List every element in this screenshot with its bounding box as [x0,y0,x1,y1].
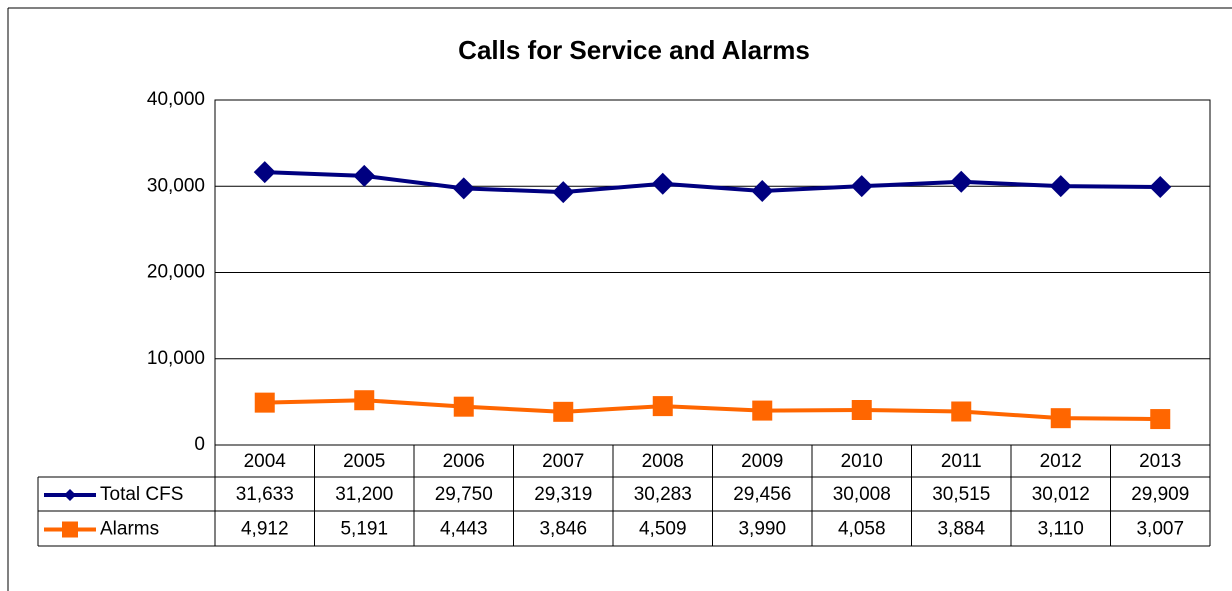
legend-marker [64,489,76,501]
data-label: 29,750 [435,484,493,505]
marker [850,175,873,198]
marker [254,392,275,413]
marker [752,400,773,421]
series-line [264,170,1161,195]
data-label: 29,909 [1131,484,1189,505]
data-label: 5,191 [340,519,388,540]
marker [253,161,276,184]
x-tick-label: 2010 [841,451,883,472]
y-tick-label: 10,000 [147,348,205,369]
marker [553,401,574,422]
data-label: 3,007 [1136,519,1184,540]
data-label: 4,443 [440,519,488,540]
x-tick-label: 2007 [542,451,584,472]
legend-label: Total CFS [100,484,183,505]
marker [950,170,973,193]
marker [453,396,474,417]
x-tick-label: 2008 [642,451,684,472]
data-label: 4,058 [838,519,886,540]
data-label: 30,012 [1032,484,1090,505]
x-tick-label: 2005 [343,451,385,472]
y-tick-label: 20,000 [147,262,205,283]
data-label: 4,509 [639,519,687,540]
y-tick-label: 0 [194,434,205,455]
marker [552,181,575,204]
marker [1049,175,1072,198]
y-tick-label: 30,000 [147,175,205,196]
data-label: 29,319 [534,484,592,505]
marker [1150,409,1171,430]
data-label: 30,515 [932,484,990,505]
marker [1050,408,1071,429]
data-label: 3,110 [1038,519,1084,540]
marker [851,399,872,420]
x-tick-label: 2004 [244,451,287,472]
data-label: 3,846 [539,519,587,540]
y-tick-label: 40,000 [147,89,205,110]
marker [651,172,674,195]
marker [353,164,376,187]
data-label: 29,456 [733,484,791,505]
data-label: 31,200 [335,484,393,505]
data-label: 30,008 [833,484,891,505]
marker [951,401,972,422]
legend-label: Alarms [100,519,159,540]
marker [452,177,475,200]
chart-title: Calls for Service and Alarms [458,35,810,65]
x-tick-label: 2012 [1040,451,1082,472]
marker [354,390,375,411]
x-tick-label: 2011 [941,451,982,472]
marker [1149,176,1172,199]
x-tick-label: 2009 [741,451,783,472]
marker [751,179,774,202]
data-label: 3,990 [738,519,786,540]
x-tick-label: 2013 [1139,451,1181,472]
legend-marker [62,521,78,538]
data-label: 4,912 [241,519,289,540]
x-tick-label: 2006 [443,451,485,472]
data-label: 30,283 [634,484,692,505]
marker [652,396,673,417]
series-line [264,398,1161,422]
data-label: 31,633 [236,484,294,505]
data-label: 3,884 [937,519,985,540]
